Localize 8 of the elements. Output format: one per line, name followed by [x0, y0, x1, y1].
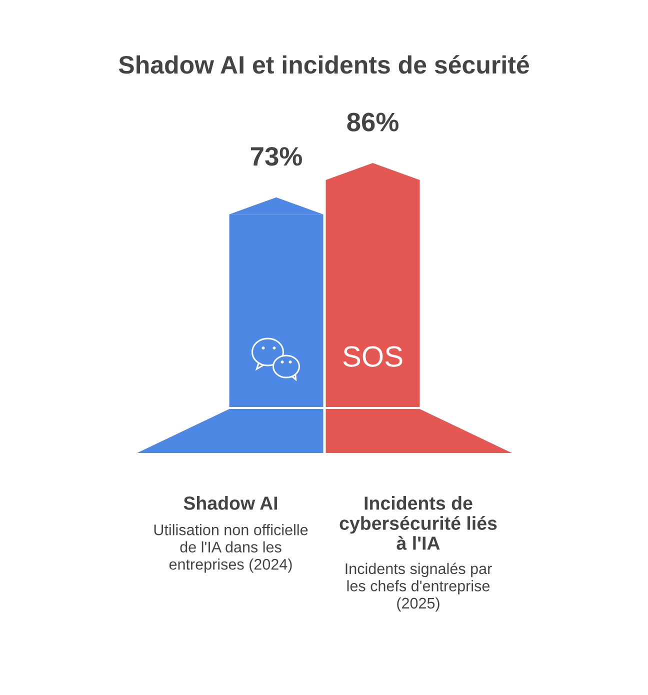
x-tick-label: Incidents de cybersécurité liés à l'IA	[340, 496, 497, 550]
annotation: SOS	[343, 346, 402, 367]
chart-title: Shadow AI et incidents de sécurité	[118, 55, 529, 74]
x-tick-label: Shadow AI	[184, 496, 278, 510]
text: Utilisation non officielle de l'IA dans les entreprises (2024)	[154, 524, 308, 573]
data-label: 73%	[250, 147, 302, 166]
text: Incidents signalés par les chefs d'entreprise (2025)	[346, 562, 492, 612]
data-label: 86%	[347, 112, 398, 132]
